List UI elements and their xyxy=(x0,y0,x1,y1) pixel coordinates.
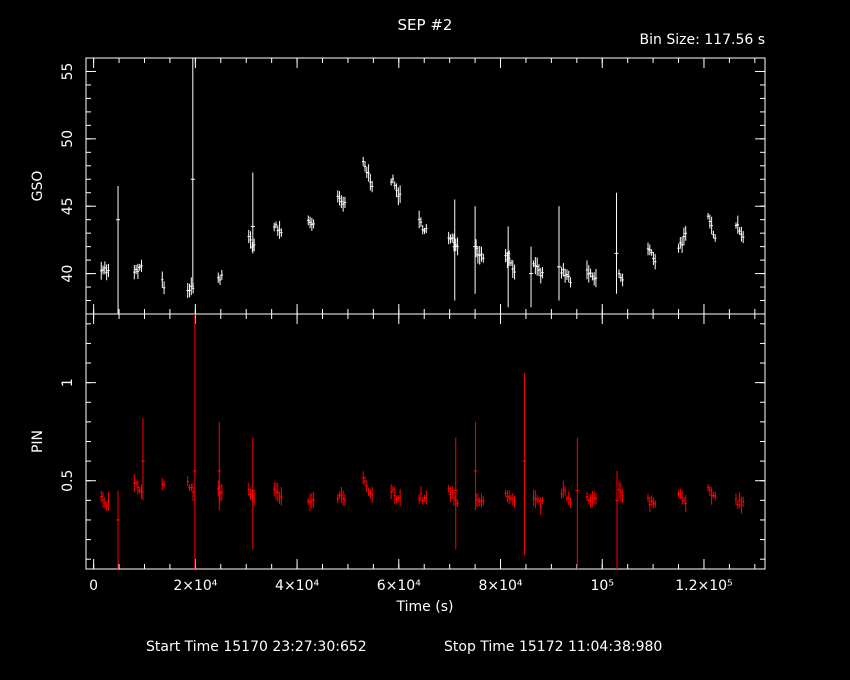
gso-y-tick-label: 45 xyxy=(60,197,76,215)
gso-data-segment xyxy=(706,212,717,242)
x-tick-label: 0 xyxy=(89,578,98,594)
gso-data-segment xyxy=(734,215,745,244)
gso-y-tick-label: 50 xyxy=(60,130,76,148)
pin-data-segment xyxy=(389,484,402,507)
pin-data-segment xyxy=(217,480,224,503)
gso-data-segment xyxy=(186,277,195,299)
pin-data-segment xyxy=(646,493,657,513)
pin-data-segment xyxy=(560,480,572,509)
gso-data-segment xyxy=(217,269,224,285)
pin-data-segment xyxy=(272,482,283,506)
gso-data-segment xyxy=(361,156,374,193)
pin-data-segment xyxy=(161,478,166,491)
gso-data-segment xyxy=(677,225,687,253)
gso-y-tick-label: 40 xyxy=(60,265,76,283)
pin-data-segment xyxy=(617,480,624,503)
pin-data-segment xyxy=(734,492,745,514)
start-time-label: Start Time 15170 23:27:30:652 xyxy=(146,639,367,655)
pin-y-axis-label: PIN xyxy=(30,430,46,453)
x-tick-label: 10⁵ xyxy=(591,578,614,594)
plot-layer: 40 45 50 55 GSO 0.5 1 PIN 0 2×10⁴ 4×10⁴ 6×10⁴ 8×10⁴ 1… xyxy=(30,57,766,594)
pin-data-segment xyxy=(336,486,347,506)
pin-data-segment xyxy=(532,489,544,516)
x-tick-label: 8×10⁴ xyxy=(478,578,522,594)
gso-data-segment xyxy=(389,174,402,206)
gso-data-segment xyxy=(272,220,283,239)
gso-data-segment xyxy=(646,242,657,270)
gso-data-segment xyxy=(161,271,166,295)
pin-data-segment xyxy=(100,490,110,511)
pin-data-segment xyxy=(474,492,485,508)
x-tick-label: 1.2×10⁵ xyxy=(675,578,732,594)
pin-data-segment xyxy=(133,474,143,499)
gso-data-segment xyxy=(560,263,572,288)
pin-data-segment xyxy=(677,488,687,512)
pin-data-segment xyxy=(361,471,374,504)
gso-data-segment xyxy=(617,269,624,287)
gso-data-segment xyxy=(100,261,110,281)
pin-y-tick-label: 0.5 xyxy=(60,470,76,492)
gso-y-axis-label: GSO xyxy=(30,171,46,202)
pin-data-segment xyxy=(706,484,717,505)
gso-data-segment xyxy=(504,248,516,280)
x-axis-label: Time (s) xyxy=(396,599,454,615)
gso-data-segment xyxy=(585,260,598,288)
stop-time-label: Stop Time 15172 11:04:38:980 xyxy=(444,639,662,655)
pin-data-segment xyxy=(447,484,459,508)
pin-data-segment xyxy=(504,489,516,508)
gso-y-tick-label: 55 xyxy=(60,63,76,81)
pin-data-segment xyxy=(307,491,315,512)
pin-data-segment xyxy=(417,486,428,505)
x-tick-label: 4×10⁴ xyxy=(275,578,319,594)
gso-data-segment xyxy=(417,210,428,235)
x-tick-label: 6×10⁴ xyxy=(377,578,421,594)
gso-data-segment xyxy=(307,215,315,231)
pin-data-segment xyxy=(186,476,195,502)
gso-data-segment xyxy=(336,190,347,212)
x-tick-label: 2×10⁴ xyxy=(173,578,217,594)
pin-y-tick-label: 1 xyxy=(60,378,76,387)
gso-data-segment xyxy=(532,257,544,284)
gso-data-segment xyxy=(133,259,143,280)
bin-size-label: Bin Size: 117.56 s xyxy=(640,32,765,48)
chart-title: SEP #2 xyxy=(398,16,453,34)
pin-data-segment xyxy=(585,490,598,509)
